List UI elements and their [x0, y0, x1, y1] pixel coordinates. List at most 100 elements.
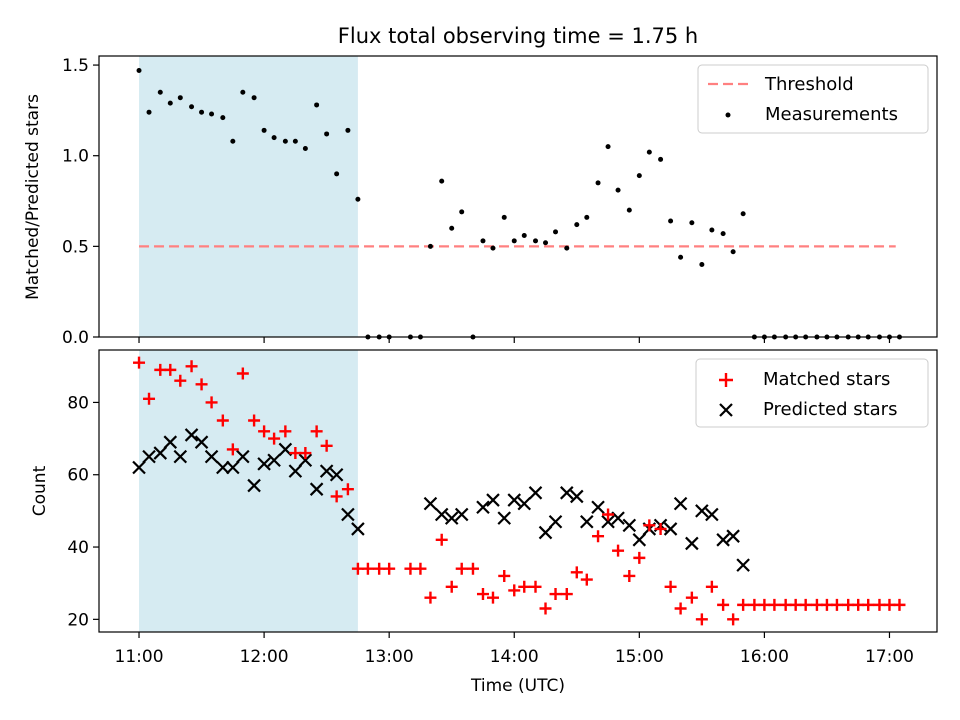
- measurement-point: [355, 196, 361, 202]
- matched-star-marker: [560, 588, 573, 601]
- predicted-star-marker: [601, 514, 615, 529]
- predicted-star-marker: [163, 435, 178, 449]
- matched-star-marker: [727, 613, 740, 626]
- predicted-star-marker: [685, 536, 699, 551]
- predicted-star-marker: [247, 478, 261, 493]
- matched-star-marker: [248, 414, 261, 427]
- x-tick-label: 11:00: [115, 647, 164, 667]
- predicted-star-marker: [226, 460, 240, 475]
- predicted-star-marker: [236, 449, 250, 464]
- predicted-star-marker: [538, 525, 553, 540]
- measurement-point: [543, 240, 549, 246]
- matched-star-marker: [164, 363, 177, 376]
- measurement-point: [167, 100, 173, 106]
- matched-star-marker: [289, 447, 302, 460]
- matched-star-marker: [748, 598, 761, 611]
- predicted-star-marker: [736, 558, 750, 572]
- matched-star-marker: [873, 598, 886, 611]
- predicted-star-marker: [486, 493, 500, 507]
- measurement-point: [658, 156, 664, 162]
- predicted-star-marker: [591, 500, 605, 515]
- matched-star-marker: [236, 367, 249, 380]
- measurement-point: [564, 245, 570, 251]
- predicted-star-marker: [570, 489, 584, 504]
- measurement-point: [668, 218, 674, 224]
- matched-star-marker: [549, 588, 562, 601]
- chart-title: Flux total observing time = 1.75 h: [338, 24, 698, 48]
- predicted-star-marker: [497, 511, 512, 525]
- bottom-legend: Matched stars Predicted stars: [695, 358, 929, 428]
- measurement-point: [261, 127, 267, 133]
- matched-star-marker: [383, 562, 396, 575]
- bottom-y-axis-label: Count: [30, 465, 50, 516]
- predicted-star-marker: [560, 486, 574, 500]
- predicted-star-marker: [476, 500, 490, 515]
- matched-star-marker: [789, 598, 802, 611]
- predicted-star-marker: [517, 496, 532, 511]
- top-legend-box: [697, 64, 929, 134]
- matched-star-marker: [768, 598, 781, 611]
- legend-measurements-label: Measurements: [765, 104, 898, 125]
- matched-star-marker: [705, 580, 718, 593]
- measurement-point: [251, 95, 257, 101]
- top-x-ticks: [138, 337, 891, 343]
- predicted-star-marker: [726, 529, 740, 543]
- measurement-point: [511, 238, 517, 244]
- predicted-star-marker: [528, 486, 543, 500]
- measurement-point: [292, 138, 298, 144]
- x-tick-label: 13:00: [365, 647, 414, 667]
- legend-predicted-swatch: [719, 403, 733, 417]
- predicted-star-marker: [434, 507, 449, 522]
- matched-star-marker: [205, 396, 218, 409]
- measurement-point: [720, 231, 726, 237]
- matched-star-marker: [341, 483, 354, 496]
- predicted-star-marker: [216, 460, 230, 475]
- measurement-point: [646, 149, 652, 155]
- matched-star-marker: [758, 598, 771, 611]
- matched-star-marker: [643, 519, 656, 532]
- measurement-point: [302, 145, 308, 151]
- matched-star-marker: [852, 598, 865, 611]
- predicted-star-marker: [309, 482, 324, 496]
- matched-star-marker: [529, 580, 542, 593]
- measurement-point: [314, 102, 320, 108]
- x-tick-label: 17:00: [865, 647, 914, 667]
- measurement-point: [615, 187, 621, 193]
- matched-star-marker: [373, 562, 386, 575]
- measurement-point: [605, 144, 611, 150]
- matched-star-marker: [830, 598, 843, 611]
- matched-star-marker: [674, 602, 687, 615]
- measurement-point: [678, 254, 684, 260]
- top-y-tick-label: 1.0: [62, 147, 89, 167]
- matched-stars-markers: [133, 356, 906, 626]
- x-tick-label: 16:00: [740, 647, 789, 667]
- bottom-y-tick-label: 60: [67, 466, 89, 486]
- predicted-star-marker: [257, 457, 271, 471]
- top-shaded-span: [139, 56, 358, 337]
- measurement-point: [730, 249, 736, 255]
- measurement-point: [595, 180, 601, 186]
- legend-matched-swatch: [719, 373, 733, 387]
- matched-star-marker: [133, 356, 146, 369]
- measurement-point: [439, 178, 445, 184]
- matched-star-marker: [654, 522, 667, 535]
- measurement-point: [157, 89, 163, 95]
- matched-star-marker: [810, 598, 823, 611]
- matched-star-marker: [424, 591, 437, 604]
- predicted-star-marker: [329, 467, 344, 482]
- measurement-point: [324, 131, 330, 137]
- top-panel: 0.0 0.5 1.0 1.5 Matched/Predicted stars Thr…: [23, 55, 938, 348]
- bottom-axes-frame: [98, 349, 938, 633]
- measurement-point: [533, 238, 539, 244]
- predicted-star-marker: [663, 522, 678, 536]
- predicted-star-marker: [507, 493, 522, 507]
- matched-star-marker: [842, 598, 855, 611]
- matched-star-marker: [299, 447, 312, 460]
- matched-star-marker: [685, 591, 698, 604]
- top-y-tick-label: 0.0: [62, 328, 89, 348]
- matched-star-marker: [779, 598, 792, 611]
- measurement-point: [427, 243, 433, 249]
- predicted-star-marker: [705, 507, 719, 522]
- predicted-star-marker: [298, 453, 313, 468]
- measurement-point: [282, 138, 288, 144]
